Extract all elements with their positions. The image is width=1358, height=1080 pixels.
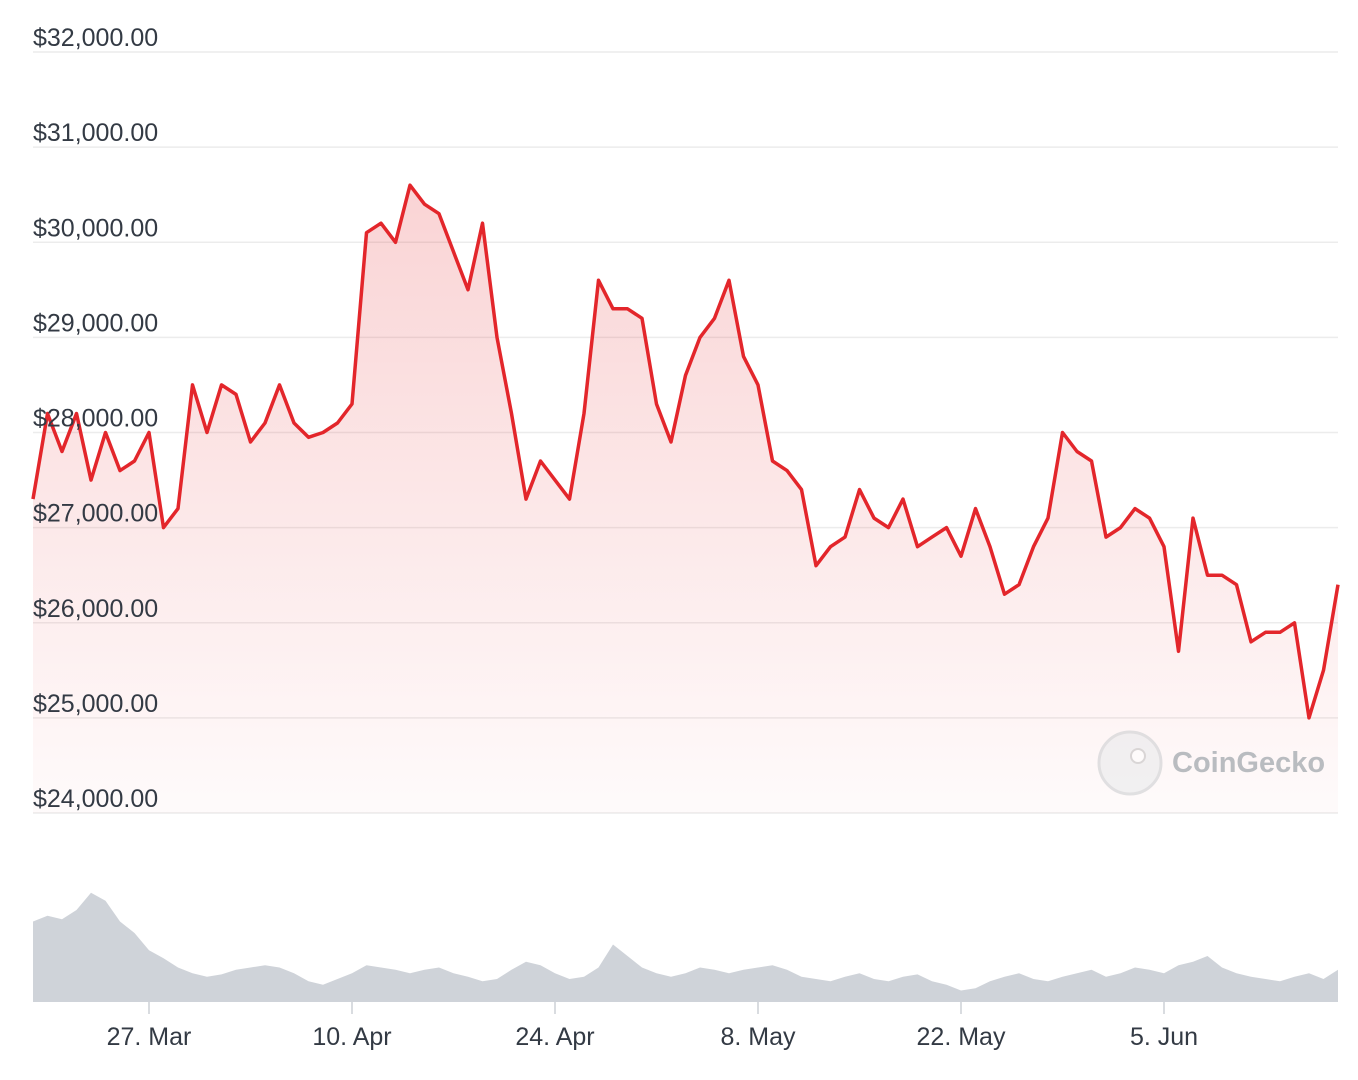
watermark-logo bbox=[1097, 730, 1163, 796]
volume-area bbox=[33, 892, 1338, 1002]
plot bbox=[31, 183, 1340, 1002]
y-tick-label: $24,000.00 bbox=[33, 785, 158, 813]
price-area bbox=[33, 185, 1338, 813]
x-tick-label: 5. Jun bbox=[1130, 1023, 1198, 1051]
x-tick-label: 8. May bbox=[720, 1023, 796, 1051]
x-tick-label: 10. Apr bbox=[312, 1023, 391, 1051]
y-tick-label: $30,000.00 bbox=[33, 214, 158, 242]
y-tick-label: $29,000.00 bbox=[33, 309, 158, 337]
y-tick-label: $26,000.00 bbox=[33, 595, 158, 623]
x-tick-label: 24. Apr bbox=[515, 1023, 594, 1051]
y-tick-label: $32,000.00 bbox=[33, 24, 158, 52]
y-tick-label: $28,000.00 bbox=[33, 405, 158, 433]
x-tick-label: 22. May bbox=[917, 1023, 1006, 1051]
watermark: CoinGecko bbox=[1172, 747, 1325, 779]
y-tick-label: $27,000.00 bbox=[33, 500, 158, 528]
labels: $24,000.00 $25,000.00 $26,000.00 $27,000.00… bbox=[33, 24, 1198, 1051]
y-tick-label: $31,000.00 bbox=[33, 119, 158, 147]
price-line bbox=[31, 183, 1340, 720]
y-tick-label: $25,000.00 bbox=[33, 690, 158, 718]
x-tick-label: 27. Mar bbox=[107, 1023, 192, 1051]
